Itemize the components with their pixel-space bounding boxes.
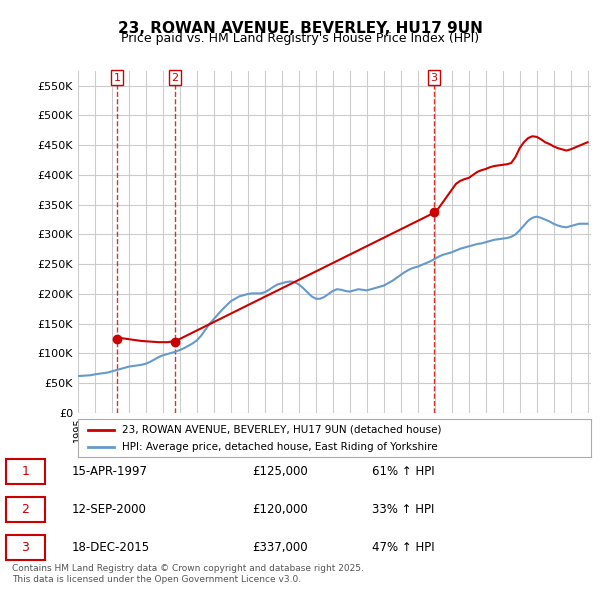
Text: 3: 3 xyxy=(431,73,437,83)
Text: HPI: Average price, detached house, East Riding of Yorkshire: HPI: Average price, detached house, East… xyxy=(122,441,437,451)
Text: 23, ROWAN AVENUE, BEVERLEY, HU17 9UN (detached house): 23, ROWAN AVENUE, BEVERLEY, HU17 9UN (de… xyxy=(122,425,441,435)
Text: 1: 1 xyxy=(113,73,121,83)
Text: 2: 2 xyxy=(22,503,29,516)
Text: 23, ROWAN AVENUE, BEVERLEY, HU17 9UN: 23, ROWAN AVENUE, BEVERLEY, HU17 9UN xyxy=(118,21,482,35)
Text: £125,000: £125,000 xyxy=(252,465,308,478)
Text: This data is licensed under the Open Government Licence v3.0.: This data is licensed under the Open Gov… xyxy=(12,575,301,584)
Text: Price paid vs. HM Land Registry's House Price Index (HPI): Price paid vs. HM Land Registry's House … xyxy=(121,32,479,45)
Text: 47% ↑ HPI: 47% ↑ HPI xyxy=(372,541,434,554)
Text: 3: 3 xyxy=(22,541,29,554)
FancyBboxPatch shape xyxy=(6,535,45,560)
Text: 1: 1 xyxy=(22,465,29,478)
Text: £120,000: £120,000 xyxy=(252,503,308,516)
Text: 15-APR-1997: 15-APR-1997 xyxy=(72,465,148,478)
FancyBboxPatch shape xyxy=(6,497,45,522)
FancyBboxPatch shape xyxy=(6,458,45,484)
Text: Contains HM Land Registry data © Crown copyright and database right 2025.: Contains HM Land Registry data © Crown c… xyxy=(12,565,364,573)
Text: 2: 2 xyxy=(172,73,179,83)
Text: 12-SEP-2000: 12-SEP-2000 xyxy=(72,503,147,516)
Text: £337,000: £337,000 xyxy=(252,541,308,554)
Text: 61% ↑ HPI: 61% ↑ HPI xyxy=(372,465,434,478)
Text: 33% ↑ HPI: 33% ↑ HPI xyxy=(372,503,434,516)
Text: 18-DEC-2015: 18-DEC-2015 xyxy=(72,541,150,554)
